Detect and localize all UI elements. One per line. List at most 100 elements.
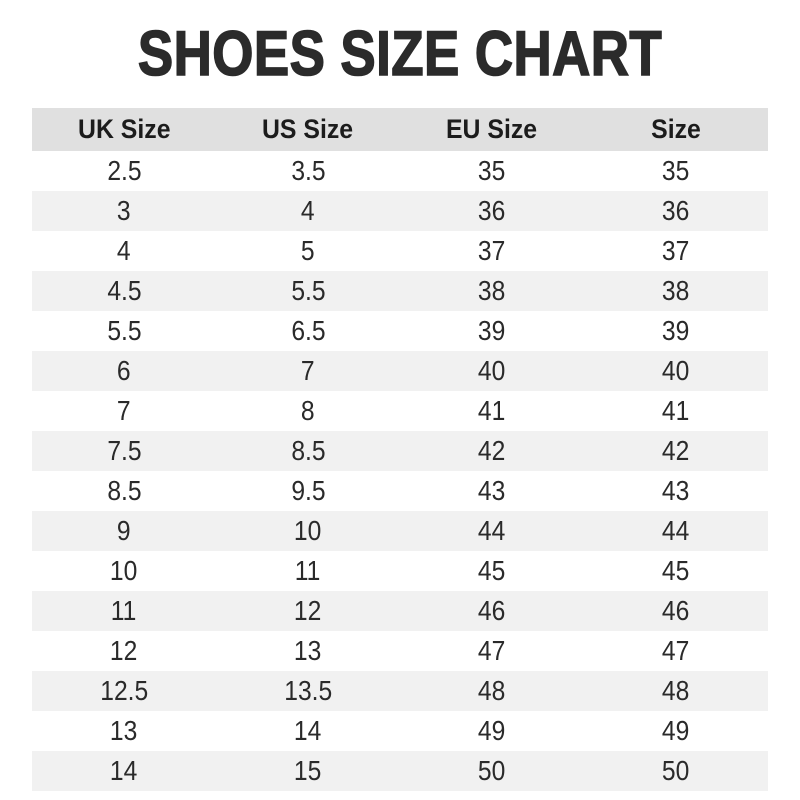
table-cell-value: 7 xyxy=(117,395,131,426)
table-cell: 39 xyxy=(400,311,584,351)
table-cell: 5 xyxy=(216,231,400,271)
table-cell-value: 6 xyxy=(117,355,131,386)
table-row: 12.5 13.5 48 48 xyxy=(32,671,768,711)
table-cell: 6.5 xyxy=(216,311,400,351)
table-row: 5.5 6.5 39 39 xyxy=(32,311,768,351)
table-cell-value: 37 xyxy=(662,235,690,266)
table-cell-value: 8 xyxy=(301,395,315,426)
table-cell: 38 xyxy=(400,271,584,311)
table-cell-value: 42 xyxy=(662,435,690,466)
table-cell-value: 12.5 xyxy=(100,675,148,706)
table-cell: 3 xyxy=(32,191,216,231)
table-cell: 7 xyxy=(216,351,400,391)
table-row: 14 15 50 50 xyxy=(32,751,768,791)
table-cell: 50 xyxy=(584,751,768,791)
table-row: 4 5 37 37 xyxy=(32,231,768,271)
column-header-us-size: US Size xyxy=(216,108,400,151)
table-cell: 11 xyxy=(216,551,400,591)
table-cell: 50 xyxy=(400,751,584,791)
page-title: SHOES SIZE CHART xyxy=(0,0,800,89)
table-cell: 42 xyxy=(400,431,584,471)
table-row: 11 12 46 46 xyxy=(32,591,768,631)
table-cell: 8 xyxy=(216,391,400,431)
table-cell-value: 45 xyxy=(478,555,506,586)
table-cell: 44 xyxy=(584,511,768,551)
table-cell-value: 2.5 xyxy=(106,155,142,186)
table-cell-value: 4.5 xyxy=(106,275,142,306)
table-cell-value: 40 xyxy=(662,355,690,386)
table-cell-value: 50 xyxy=(662,755,690,786)
table-cell: 12 xyxy=(32,631,216,671)
table-cell-value: 7.5 xyxy=(106,435,142,466)
column-header-size: Size xyxy=(584,108,768,151)
table-cell: 7.5 xyxy=(32,431,216,471)
table-cell-value: 5.5 xyxy=(106,315,142,346)
table-cell: 46 xyxy=(400,591,584,631)
table-cell: 43 xyxy=(584,471,768,511)
table-cell-value: 35 xyxy=(478,155,506,186)
table-cell-value: 50 xyxy=(478,755,506,786)
table-cell-value: 42 xyxy=(478,435,506,466)
table-cell-value: 44 xyxy=(478,515,506,546)
table-cell-value: 35 xyxy=(662,155,690,186)
table-cell-value: 45 xyxy=(662,555,690,586)
table-cell: 45 xyxy=(400,551,584,591)
page-title-text: SHOES SIZE CHART xyxy=(137,19,663,89)
table-cell: 15 xyxy=(216,751,400,791)
table-cell-value: 10 xyxy=(110,555,138,586)
table-cell-value: 5.5 xyxy=(290,275,326,306)
table-cell: 10 xyxy=(216,511,400,551)
table-row: 12 13 47 47 xyxy=(32,631,768,671)
table-cell-value: 48 xyxy=(662,675,690,706)
table-cell: 38 xyxy=(584,271,768,311)
table-cell-value: 13 xyxy=(110,715,138,746)
table-cell: 45 xyxy=(584,551,768,591)
table-cell: 37 xyxy=(400,231,584,271)
table-cell-value: 8.5 xyxy=(290,435,326,466)
table-cell: 5.5 xyxy=(32,311,216,351)
table-cell-value: 3 xyxy=(117,195,131,226)
table-cell: 14 xyxy=(216,711,400,751)
table-cell: 12 xyxy=(216,591,400,631)
table-cell: 44 xyxy=(400,511,584,551)
column-header-eu-size: EU Size xyxy=(400,108,584,151)
table-cell: 48 xyxy=(584,671,768,711)
table-cell: 49 xyxy=(584,711,768,751)
table-cell: 37 xyxy=(584,231,768,271)
table-cell-value: 9.5 xyxy=(290,475,326,506)
table-cell-value: 44 xyxy=(662,515,690,546)
table-cell: 6 xyxy=(32,351,216,391)
table-cell: 36 xyxy=(400,191,584,231)
table-cell-value: 4 xyxy=(117,235,131,266)
column-header-uk-size: UK Size xyxy=(32,108,216,151)
table-row: 4.5 5.5 38 38 xyxy=(32,271,768,311)
table-row: 6 7 40 40 xyxy=(32,351,768,391)
table-cell-value: 49 xyxy=(662,715,690,746)
table-cell: 40 xyxy=(400,351,584,391)
table-cell: 8.5 xyxy=(32,471,216,511)
table-row: 2.5 3.5 35 35 xyxy=(32,151,768,191)
table-cell-value: 38 xyxy=(662,275,690,306)
table-cell-value: 5 xyxy=(301,235,315,266)
table-cell: 13.5 xyxy=(216,671,400,711)
table-cell-value: 3.5 xyxy=(290,155,326,186)
table-cell: 35 xyxy=(400,151,584,191)
table-cell-value: 7 xyxy=(301,355,315,386)
table-cell-value: 43 xyxy=(478,475,506,506)
table-cell-value: 11 xyxy=(295,555,321,586)
table-cell-value: 47 xyxy=(662,635,690,666)
column-header-label: US Size xyxy=(262,114,354,144)
table-cell-value: 46 xyxy=(662,595,690,626)
table-cell: 47 xyxy=(584,631,768,671)
table-cell: 8.5 xyxy=(216,431,400,471)
table-cell: 4 xyxy=(32,231,216,271)
table-cell: 5.5 xyxy=(216,271,400,311)
table-cell: 13 xyxy=(216,631,400,671)
table-cell-value: 6.5 xyxy=(290,315,326,346)
table-cell: 7 xyxy=(32,391,216,431)
table-cell-value: 15 xyxy=(294,755,322,786)
table-cell-value: 14 xyxy=(294,715,322,746)
table-row: 9 10 44 44 xyxy=(32,511,768,551)
table-row: 7 8 41 41 xyxy=(32,391,768,431)
